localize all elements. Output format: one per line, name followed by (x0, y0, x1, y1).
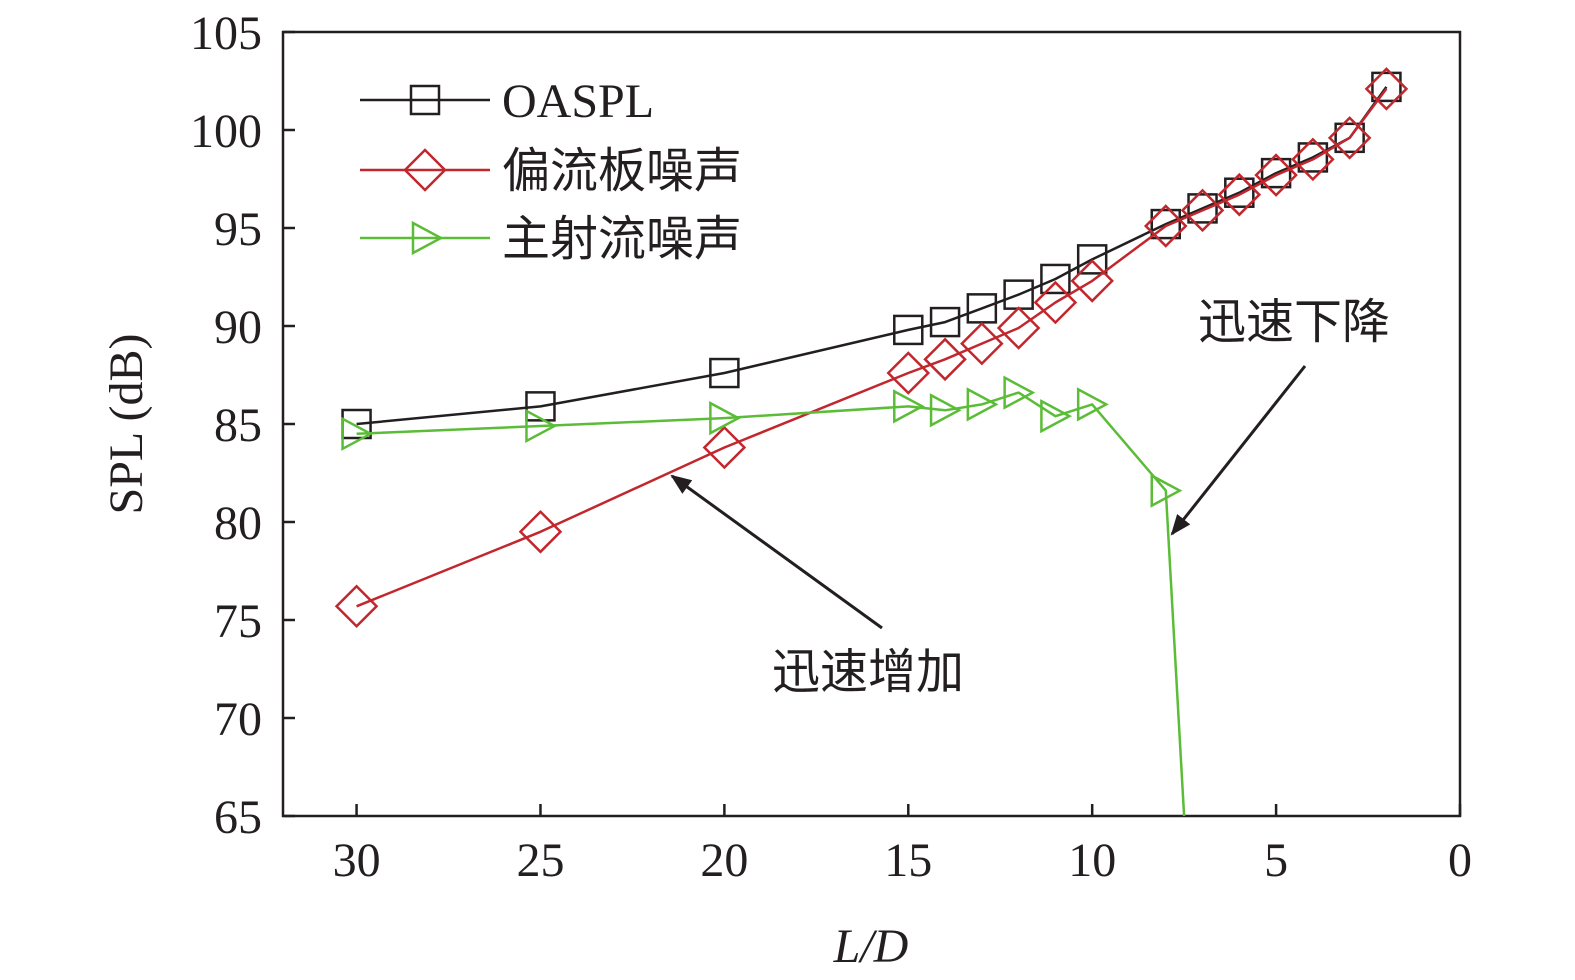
y-tick-label: 90 (214, 301, 262, 354)
data-point-triangle (893, 389, 925, 424)
data-point-triangle (1003, 375, 1036, 410)
data-point-square (1371, 71, 1402, 103)
annotation-rapid-increase: 迅速增加 (670, 474, 964, 699)
x-tick-label: 30 (333, 834, 381, 887)
x-tick-label: 20 (700, 834, 748, 887)
data-point-diamond (334, 584, 379, 629)
y-tick-label: 105 (190, 7, 262, 60)
data-point-diamond (923, 337, 967, 382)
x-tick-label: 10 (1068, 834, 1116, 887)
data-point-diamond (1254, 153, 1298, 197)
data-point-triangle (709, 401, 742, 436)
legend-marker-square (409, 84, 441, 116)
data-point-diamond (1327, 116, 1372, 160)
legend-label-oaspl: OASPL (502, 75, 654, 128)
data-point-diamond (886, 351, 931, 395)
data-point-diamond (1070, 259, 1114, 303)
data-point-square (1260, 157, 1292, 189)
data-point-square (929, 306, 961, 338)
annotation-rapid-decrease: 迅速下降 (1170, 296, 1390, 536)
x-tick-label: 15 (884, 834, 932, 887)
legend-entry-deflector-noise: 偏流板噪声 (360, 145, 742, 198)
legend-marker-diamond (403, 148, 447, 192)
data-point-diamond (996, 306, 1041, 350)
y-axis-title: SPL (dB) (100, 334, 153, 515)
y-tick-label: 70 (214, 693, 262, 746)
data-point-diamond (1364, 67, 1409, 111)
data-point-diamond (1143, 204, 1188, 248)
data-point-diamond (1217, 172, 1262, 217)
data-point-square (709, 357, 740, 389)
data-point-diamond (1180, 188, 1225, 233)
data-point-triangle (1150, 473, 1183, 508)
data-point-square (1297, 142, 1329, 173)
data-point-triangle (966, 387, 999, 422)
series-1 (334, 67, 1409, 629)
data-point-diamond (702, 425, 747, 470)
series-line (356, 86, 1388, 426)
data-point-square (1076, 244, 1108, 275)
x-tick-label: 5 (1264, 834, 1288, 887)
legend: OASPL 偏流板噪声 主射流噪声 (360, 75, 742, 266)
legend-entry-main-jet-noise: 主射流噪声 (360, 213, 742, 266)
data-point-diamond (1033, 280, 1078, 325)
data-point-diamond (960, 321, 1004, 366)
y-tick-label: 100 (190, 105, 262, 158)
annotation-arrow (1170, 365, 1307, 536)
y-tick-label: 75 (214, 595, 262, 648)
data-point-triangle (525, 408, 558, 444)
data-point-square (893, 314, 924, 346)
series-line (356, 391, 1186, 817)
data-point-triangle (341, 416, 374, 451)
data-point-triangle (1040, 399, 1073, 434)
y-tick-label: 65 (214, 791, 262, 844)
annotation-label: 迅速增加 (772, 646, 964, 699)
legend-label-main-jet-noise: 主射流噪声 (502, 213, 742, 266)
data-point-square (1150, 208, 1181, 240)
data-point-square (1224, 177, 1255, 208)
legend-label-deflector-noise: 偏流板噪声 (502, 145, 742, 198)
data-point-square (1040, 263, 1071, 295)
data-point-square (1187, 193, 1218, 224)
legend-marker-triangle (411, 220, 444, 256)
annotation-arrow (670, 474, 883, 630)
series-layer (334, 67, 1409, 817)
series-line (356, 88, 1388, 608)
y-tick-label: 95 (214, 203, 262, 256)
x-tick-label: 25 (516, 834, 564, 887)
y-tick-label: 85 (214, 399, 262, 452)
x-tick-label: 0 (1448, 834, 1472, 887)
annotation-label: 迅速下降 (1198, 296, 1390, 349)
x-axis: 30 25 20 15 10 5 0 (333, 804, 1472, 887)
y-tick-label: 80 (214, 497, 262, 550)
series-2 (341, 375, 1186, 817)
data-point-diamond (518, 510, 563, 554)
data-point-diamond (1291, 137, 1335, 182)
data-point-square (525, 391, 556, 422)
x-axis-title: L/D (833, 920, 909, 973)
legend-entry-oaspl: OASPL (360, 75, 654, 128)
data-point-square (1334, 122, 1365, 154)
data-point-triangle (929, 393, 962, 428)
series-0 (341, 71, 1402, 440)
y-axis: 65 70 75 80 85 90 95 100 105 (190, 7, 295, 844)
data-point-triangle (1076, 387, 1109, 422)
